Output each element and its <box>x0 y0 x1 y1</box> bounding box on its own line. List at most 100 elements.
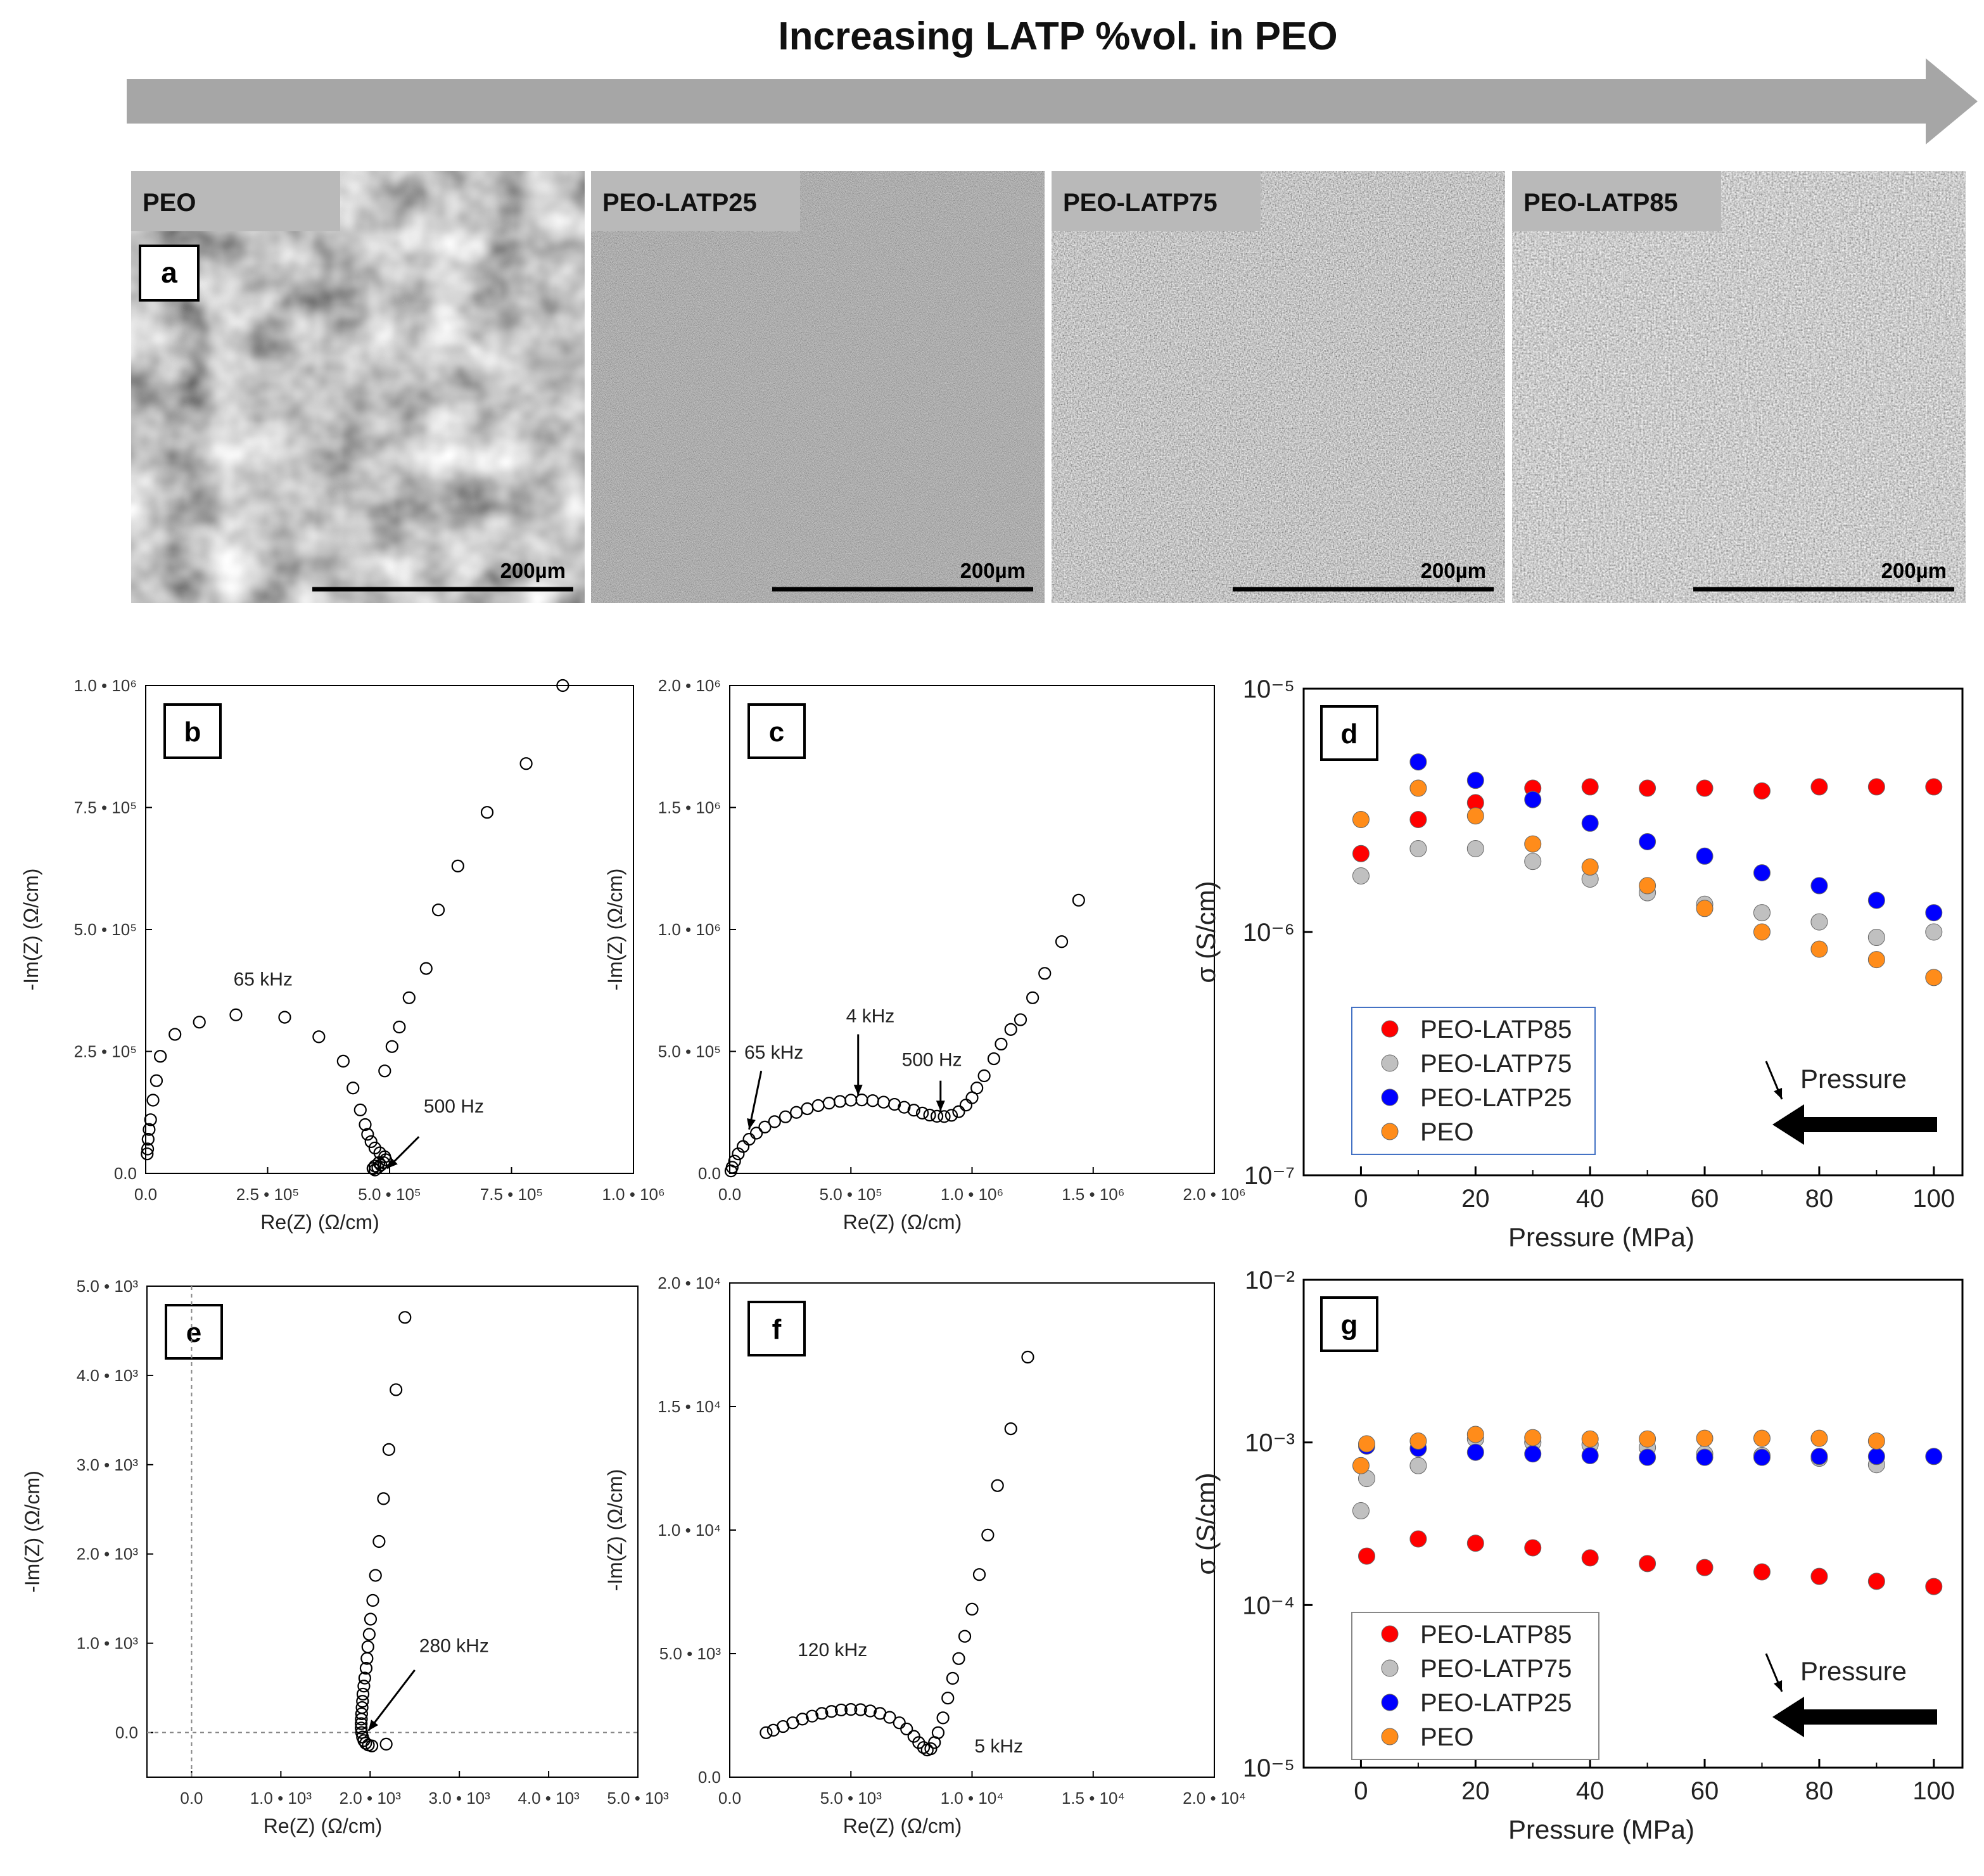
data-point <box>1409 1530 1427 1548</box>
data-point <box>995 1037 1008 1051</box>
data-point <box>1696 1559 1714 1576</box>
data-point <box>1004 1023 1017 1036</box>
micrograph-peo: PEO 200µm a <box>131 171 585 603</box>
plot-frame <box>146 1286 639 1778</box>
annotation-5khz: 5 kHz <box>974 1736 1023 1757</box>
y-tick-label: 4.0 • 10³ <box>77 1366 139 1385</box>
data-point <box>1466 1535 1484 1552</box>
data-point <box>1004 1422 1017 1436</box>
chart-c: c 0.0 5.0 • 10⁵ 1.0 • 10⁶ 1.5 • 10⁶ 2.0 • 10⁶… <box>604 676 1246 1234</box>
data-point <box>361 1128 374 1141</box>
y-tick-label: 7.5 • 10⁵ <box>74 798 137 817</box>
data-point <box>1696 847 1714 865</box>
legend-label: PEO-LATP75 <box>1420 1050 1572 1078</box>
data-point <box>758 1120 772 1133</box>
micrograph-texture <box>131 171 585 603</box>
data-point <box>372 1156 386 1170</box>
data-point <box>1867 891 1885 909</box>
data-point <box>1581 778 1599 796</box>
data-point <box>385 1040 398 1053</box>
x-tick-label: 1.5 • 10⁴ <box>1062 1789 1125 1808</box>
pressure-small-arrow-head <box>1774 1680 1783 1692</box>
data-point <box>1466 1443 1484 1461</box>
legend-label: PEO <box>1420 1118 1473 1146</box>
y-tick-label: 0.0 <box>698 1164 721 1183</box>
data-point <box>1810 913 1828 931</box>
x-tick-label: 20 <box>1461 1777 1490 1805</box>
data-point <box>883 1711 896 1724</box>
y-axis-label: -Im(Z) (Ω/cm) <box>21 1471 44 1593</box>
data-point <box>1639 833 1657 851</box>
legend-marker <box>1381 1020 1399 1038</box>
pressure-arrow <box>1772 1697 1937 1737</box>
panel-letter-box <box>747 1301 806 1356</box>
y-tick-label: 2.0 • 10⁴ <box>658 1273 721 1292</box>
data-point <box>356 1695 369 1708</box>
data-point <box>1925 1578 1943 1595</box>
data-point <box>1810 877 1828 895</box>
x-tick-label: 0.0 <box>718 1789 741 1808</box>
micrograph-label-box <box>591 171 800 231</box>
data-point <box>779 1110 792 1123</box>
micrograph-label-box <box>1512 171 1721 231</box>
scale-bar-label: 200µm <box>1881 559 1947 582</box>
data-point <box>1524 1429 1542 1446</box>
data-point <box>419 962 433 975</box>
data-point <box>1409 753 1427 771</box>
data-point <box>887 1097 901 1111</box>
panel-letter-box <box>163 703 222 759</box>
panel-letter-box <box>747 703 806 759</box>
data-point <box>480 806 494 819</box>
data-point <box>1524 1445 1542 1463</box>
annotation-500hz: 500 Hz <box>424 1096 484 1117</box>
data-point <box>923 1108 936 1122</box>
scale-bar-label: 200µm <box>960 559 1026 582</box>
data-point <box>1352 845 1370 862</box>
data-point <box>1409 840 1427 858</box>
data-point <box>977 1069 991 1083</box>
y-tick-label: 1.0 • 10⁴ <box>658 1521 721 1540</box>
y-tick-label: 10⁻² <box>1245 1267 1295 1294</box>
x-tick-label: 100 <box>1912 1185 1955 1213</box>
data-point <box>1466 807 1484 825</box>
data-point <box>1352 1502 1370 1520</box>
data-point <box>1753 782 1771 800</box>
data-point <box>1696 900 1714 917</box>
data-point <box>981 1528 995 1541</box>
annotation-65khz: 65 kHz <box>234 969 293 990</box>
data-point <box>1524 791 1542 808</box>
y-tick-label: 0.0 <box>114 1164 137 1183</box>
micrograph-row: PEO200µmaPEO-LATP25200µmPEO-LATP75200µmP… <box>131 171 1966 603</box>
data-point <box>854 1703 867 1716</box>
data-point <box>519 757 533 770</box>
data-point <box>728 1154 741 1168</box>
series-peo <box>1352 779 1943 986</box>
y-tick-label: 10⁻⁶ <box>1243 919 1295 947</box>
panel-letter-box <box>165 1304 223 1360</box>
y-axis-label: σ (S/cm) <box>1191 1472 1221 1574</box>
data-point <box>355 1721 368 1735</box>
scale-bar-label: 200µm <box>500 559 566 582</box>
x-tick-label: 2.0 • 10³ <box>340 1789 402 1808</box>
micrograph-label: PEO-LATP75 <box>1063 189 1218 217</box>
data-point <box>382 1443 395 1456</box>
data-point <box>952 1652 965 1665</box>
data-point <box>141 1142 155 1156</box>
data-point <box>369 1569 382 1582</box>
x-axis-label: Pressure (MPa) <box>1508 1815 1695 1844</box>
data-point <box>169 1028 182 1041</box>
data-point <box>143 1123 156 1136</box>
data-point <box>1867 1448 1885 1465</box>
annotation-65khz: 65 kHz <box>744 1042 803 1063</box>
x-axis-label: Re(Z) (Ω/cm) <box>843 1815 962 1837</box>
pressure-arrow <box>1772 1104 1937 1145</box>
series-peo-latp85 <box>1352 778 1943 862</box>
y-tick-label: 10⁻³ <box>1245 1429 1295 1457</box>
x-tick-label: 60 <box>1691 1777 1719 1805</box>
y-tick-label: 2.0 • 10³ <box>77 1545 139 1564</box>
y-tick-label: 2.0 • 10⁶ <box>658 676 721 695</box>
y-tick-label: 3.0 • 10³ <box>77 1455 139 1474</box>
x-tick-label: 40 <box>1576 1185 1605 1213</box>
y-tick-label: 1.0 • 10⁶ <box>658 920 721 939</box>
y-axis-label: -Im(Z) (Ω/cm) <box>604 869 626 991</box>
